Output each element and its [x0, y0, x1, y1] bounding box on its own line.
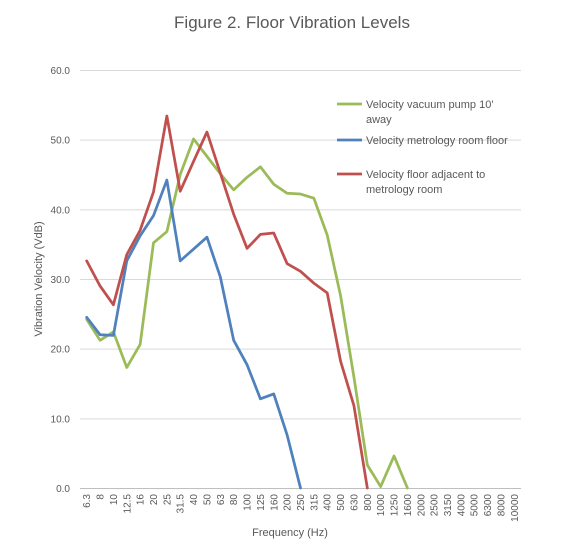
series-layer: [85, 114, 409, 490]
x-tick-label: 40: [189, 494, 200, 506]
x-tick-label: 1250: [390, 494, 401, 517]
x-tick-label: 10: [109, 494, 120, 506]
legend-label: Velocity vacuum pump 10': [366, 99, 493, 111]
x-tick-label: 4000: [456, 494, 467, 517]
x-tick-label: 630: [349, 494, 360, 511]
x-tick-label: 10000: [510, 494, 521, 522]
x-tick-label: 8: [96, 494, 107, 500]
legend-label: Velocity metrology room floor: [366, 135, 508, 147]
x-tick-label: 50: [202, 494, 213, 506]
y-tick-labels: 0.0 10.0 20.0 30.0 40.0 50.0 60.0: [51, 66, 71, 495]
x-tick-label: 800: [363, 494, 374, 511]
legend: Velocity vacuum pump 10' away Velocity met…: [337, 99, 508, 196]
x-tick-label: 16: [136, 494, 147, 506]
series-line-3: [85, 114, 369, 490]
x-tick-label: 25: [162, 494, 173, 506]
x-tick-label: 80: [229, 494, 240, 506]
legend-label: metrology room: [366, 184, 442, 196]
x-tick-label: 160: [269, 494, 280, 511]
x-tick-label: 6.3: [82, 494, 93, 508]
x-tick-label: 20: [149, 494, 160, 506]
y-tick-label: 10.0: [51, 414, 71, 425]
x-tick-label: 500: [336, 494, 347, 511]
x-tick-label: 31.5: [176, 494, 187, 514]
legend-label: Velocity floor adjacent to: [366, 169, 485, 181]
x-tick-label: 200: [283, 494, 294, 511]
x-tick-label: 1000: [376, 494, 387, 517]
x-tick-label: 3150: [443, 494, 454, 517]
x-tick-label: 400: [323, 494, 334, 511]
x-tick-label: 2000: [416, 494, 427, 517]
x-tick-label: 100: [243, 494, 254, 511]
x-tick-label: 1600: [403, 494, 414, 517]
x-tick-label: 5000: [470, 494, 481, 517]
x-tick-label: 63: [216, 494, 227, 506]
gridlines: [80, 70, 521, 420]
x-tick-labels: 6.3 8 10 12.5 16 20 25 31.5 40 50 63 80 100 125 160 200…: [82, 494, 521, 522]
y-tick-label: 50.0: [51, 136, 71, 147]
x-tick-label: 2500: [430, 494, 441, 517]
series-line-2: [85, 178, 302, 490]
y-axis-label: Vibration Velocity (VdB): [33, 221, 45, 336]
x-tick-label: 12.5: [122, 494, 133, 514]
y-tick-label: 30.0: [51, 275, 71, 286]
x-tick-label: 125: [256, 494, 267, 511]
x-axis-label: Frequency (Hz): [252, 527, 328, 539]
y-tick-label: 60.0: [51, 66, 71, 77]
x-tick-label: 315: [309, 494, 320, 511]
legend-label: away: [366, 114, 392, 126]
y-tick-label: 0.0: [56, 484, 70, 495]
x-tick-label: 250: [296, 494, 307, 511]
x-tick-label: 6300: [483, 494, 494, 517]
y-tick-label: 20.0: [51, 345, 71, 356]
chart-title: Figure 2. Floor Vibration Levels: [174, 13, 410, 32]
y-tick-label: 40.0: [51, 205, 71, 216]
x-tick-label: 8000: [496, 494, 507, 517]
series-line-1: [85, 137, 409, 490]
